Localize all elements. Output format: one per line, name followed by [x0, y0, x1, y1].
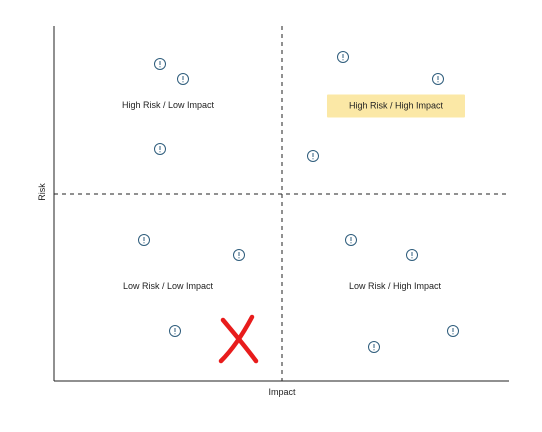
- exclamation-circle-icon: [337, 51, 349, 63]
- exclamation-circle-icon: [154, 58, 166, 70]
- exclamation-circle-icon: [432, 73, 444, 85]
- exclamation-circle-icon: [177, 73, 189, 85]
- red-x-icon: [218, 314, 259, 364]
- exclamation-circle-icon: [406, 249, 418, 261]
- quadrant-label-bottom-right: Low Risk / High Impact: [348, 281, 442, 291]
- exclamation-circle-icon: [154, 143, 166, 155]
- exclamation-circle-icon: [447, 325, 459, 337]
- x-axis-label: Impact: [268, 387, 296, 397]
- exclamation-circle-icon: [169, 325, 181, 337]
- exclamation-circle-icon: [368, 341, 380, 353]
- risk-markers: [138, 51, 459, 353]
- y-axis-label: Risk: [37, 183, 47, 201]
- quadrant-label-bottom-left: Low Risk / Low Impact: [122, 281, 214, 291]
- exclamation-circle-icon: [307, 150, 319, 162]
- exclamation-circle-icon: [233, 249, 245, 261]
- quadrant-label-top-left: High Risk / Low Impact: [121, 100, 215, 110]
- exclamation-circle-icon: [345, 234, 357, 246]
- exclamation-circle-icon: [138, 234, 150, 246]
- quadrant-label-top-right: High Risk / High Impact: [326, 94, 466, 118]
